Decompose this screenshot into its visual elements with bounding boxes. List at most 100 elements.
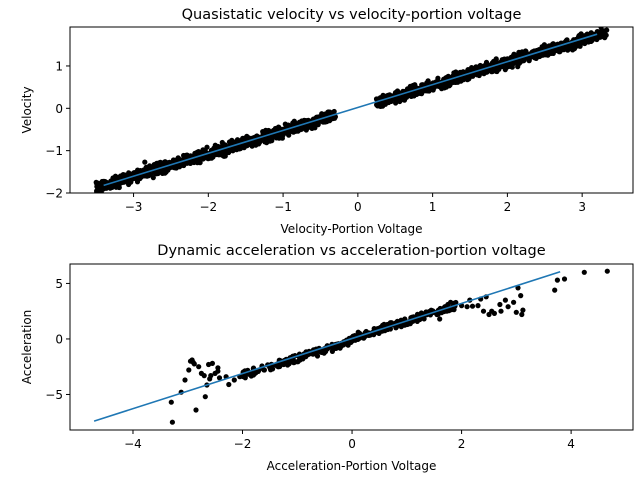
data-point xyxy=(510,299,517,305)
data-point xyxy=(502,297,508,303)
data-point xyxy=(115,183,121,189)
y-tick-label: −2 xyxy=(45,187,63,201)
data-point xyxy=(241,144,247,150)
data-point xyxy=(202,147,208,154)
data-point xyxy=(93,179,99,185)
fit-line xyxy=(103,33,598,187)
data-point xyxy=(498,308,504,314)
data-point xyxy=(520,307,526,313)
data-point xyxy=(418,310,424,316)
data-point xyxy=(303,353,309,360)
data-point xyxy=(393,324,399,330)
data-point xyxy=(182,377,188,383)
data-point xyxy=(449,306,455,312)
fit-line xyxy=(93,271,561,422)
data-point xyxy=(464,304,470,310)
data-point xyxy=(264,139,270,145)
data-point xyxy=(334,345,340,351)
data-point xyxy=(94,190,100,193)
data-point xyxy=(378,103,384,109)
data-point xyxy=(465,75,471,81)
data-point xyxy=(581,269,587,275)
y-axis-ticks: −2 −1 0 1 xyxy=(45,59,70,201)
data-point xyxy=(407,83,413,89)
data-point xyxy=(231,377,237,383)
data-point xyxy=(201,373,207,379)
acceleration-chart: Dynamic acceleration vs acceleration-por… xyxy=(20,243,634,473)
data-point xyxy=(561,276,568,282)
chart-title: Quasistatic velocity vs velocity-portion… xyxy=(182,7,522,23)
data-point xyxy=(226,381,232,388)
data-point xyxy=(435,75,441,81)
data-point xyxy=(475,303,481,309)
velocity-chart: Quasistatic velocity vs velocity-portion… xyxy=(20,7,634,236)
data-point xyxy=(515,64,521,70)
x-tick-label: 3 xyxy=(578,200,586,214)
data-point xyxy=(193,407,199,413)
x-tick-label: 2 xyxy=(504,200,512,214)
data-point xyxy=(151,162,157,168)
data-point xyxy=(147,163,153,169)
data-point xyxy=(428,86,434,92)
y-axis-label: Acceleration xyxy=(20,310,34,385)
y-tick-label: 0 xyxy=(55,102,63,116)
data-point xyxy=(325,111,331,117)
data-point xyxy=(550,50,556,57)
data-point xyxy=(414,91,420,97)
data-point xyxy=(256,139,262,145)
data-point xyxy=(215,368,221,374)
data-point xyxy=(570,47,576,53)
data-point xyxy=(240,373,246,380)
data-point xyxy=(401,322,407,328)
data-point xyxy=(518,293,524,299)
data-point xyxy=(513,309,519,315)
data-point xyxy=(480,308,487,314)
data-point xyxy=(295,359,301,365)
y-tick-label: −1 xyxy=(45,144,63,158)
data-point xyxy=(191,361,197,367)
y-tick-label: 5 xyxy=(55,277,63,291)
data-point xyxy=(494,67,500,73)
data-point xyxy=(552,287,558,293)
data-point xyxy=(186,367,192,373)
x-tick-label: −4 xyxy=(124,437,142,451)
plot-area xyxy=(93,268,610,425)
x-tick-label: 0 xyxy=(348,437,356,451)
x-axis-label: Acceleration-Portion Voltage xyxy=(267,459,437,473)
data-point xyxy=(216,375,223,381)
data-point xyxy=(497,301,503,308)
data-point xyxy=(376,330,382,336)
x-tick-label: 0 xyxy=(354,200,362,214)
x-axis-ticks: −4 −2 0 2 4 xyxy=(124,430,575,451)
data-point xyxy=(345,342,351,348)
data-point xyxy=(602,34,608,40)
axes-frame xyxy=(69,263,634,431)
y-tick-label: −5 xyxy=(45,388,63,402)
x-tick-label: −2 xyxy=(199,200,217,214)
data-point xyxy=(519,311,525,318)
data-point xyxy=(377,95,383,101)
data-point xyxy=(501,56,507,62)
plot-area xyxy=(93,27,610,193)
data-point xyxy=(202,394,208,400)
data-point xyxy=(382,322,388,328)
x-tick-label: 2 xyxy=(458,437,466,451)
data-point xyxy=(142,159,148,165)
data-point xyxy=(137,168,144,174)
data-point xyxy=(255,368,261,374)
data-point xyxy=(554,277,561,283)
data-point xyxy=(165,160,171,166)
data-point xyxy=(604,268,610,274)
data-point xyxy=(184,152,190,158)
data-point xyxy=(491,58,497,64)
data-point xyxy=(539,44,545,50)
data-point xyxy=(338,344,344,350)
x-tick-label: 4 xyxy=(567,437,575,451)
x-tick-label: −3 xyxy=(125,200,143,214)
data-point xyxy=(209,360,215,366)
x-tick-label: 1 xyxy=(429,200,437,214)
data-point xyxy=(386,99,392,106)
data-point xyxy=(502,67,508,73)
